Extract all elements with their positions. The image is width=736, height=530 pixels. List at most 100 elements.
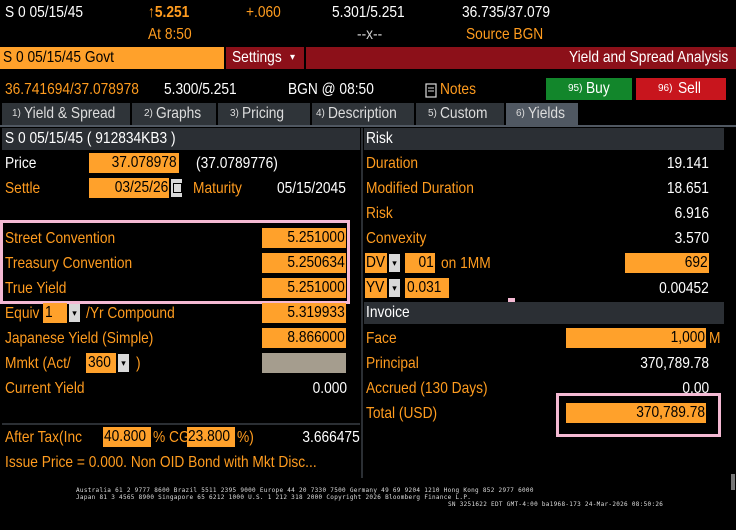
highlight-yields-box [0, 220, 350, 304]
after-tax-income-input[interactable]: 40.800 [103, 427, 151, 447]
yv-input[interactable]: 0.031 [405, 278, 449, 298]
chevron-down-icon[interactable]: ▾ [389, 254, 400, 272]
yv-select[interactable]: YV [365, 278, 387, 298]
mmkt-basis-value: 360 [88, 354, 111, 371]
chevron-down-icon[interactable]: ▾ [69, 304, 80, 322]
mmkt-label: Mmkt (Act/ [5, 355, 71, 372]
tab-description[interactable]: 4) Description [312, 103, 414, 125]
true-yield-value[interactable]: 5.251000 [262, 278, 346, 298]
japanese-yield-text: 8.866000 [287, 329, 345, 346]
face-label: Face [366, 330, 397, 347]
tab-label: Yield & Spread [24, 105, 116, 122]
tab-key: 5) [428, 108, 437, 119]
settle-date-input[interactable]: 03/25/26 [89, 178, 169, 198]
ticker-time: At 8:50 [148, 26, 192, 43]
treasury-convention-text: 5.250634 [287, 254, 345, 271]
chevron-down-icon[interactable]: ▾ [389, 279, 400, 297]
quote-price-pair: 36.741694/37.078978 [5, 81, 139, 98]
total-value-text: 370,789.78 [636, 404, 705, 421]
security-command-field[interactable]: S 0 05/15/45 Govt [0, 47, 224, 69]
after-tax-mid: % CG [153, 429, 190, 446]
sell-button[interactable]: 96) Sell [636, 78, 726, 100]
quote-yield-pair: 5.300/5.251 [164, 81, 237, 98]
function-title: Yield and Spread Analysis [568, 49, 728, 66]
left-divider [2, 423, 360, 425]
after-tax-pct: %) [237, 429, 254, 446]
tab-graphs[interactable]: 2) Graphs [132, 103, 216, 125]
true-yield-text: 5.251000 [287, 279, 345, 296]
sell-key: 96) [658, 83, 673, 94]
face-amount-input[interactable]: 1,000 [566, 328, 706, 348]
price-input[interactable]: 37.078978 [89, 153, 179, 173]
japanese-yield-value[interactable]: 8.866000 [262, 328, 346, 348]
maturity-label: Maturity [193, 180, 242, 197]
ticker-security: S 0 05/15/45 [5, 4, 84, 21]
modified-duration-value: 18.651 [666, 180, 709, 197]
settle-date-value: 03/25/26 [114, 179, 168, 196]
sell-label: Sell [678, 80, 701, 97]
risk-header-text: Risk [366, 130, 393, 147]
tab-custom[interactable]: 5) Custom [416, 103, 504, 125]
risk-header: Risk [364, 128, 724, 150]
yv-select-value: YV [366, 279, 385, 296]
dv-bp-value: 01 [418, 254, 434, 271]
risk-label: Risk [366, 205, 393, 222]
security-command-text: S 0 05/15/45 Govt [3, 49, 114, 66]
ticker-source: Source BGN [466, 26, 544, 43]
mmkt-close: ) [136, 355, 141, 372]
principal-label: Principal [366, 355, 419, 372]
dv-bp-input[interactable]: 01 [405, 253, 435, 273]
street-convention-label: Street Convention [5, 230, 116, 247]
tab-key: 3) [230, 108, 239, 119]
ticker-change: +.060 [246, 4, 281, 21]
invoice-header: Invoice [364, 302, 724, 324]
yv-value: 0.00452 [659, 280, 709, 297]
dv-select[interactable]: DV [365, 253, 387, 273]
total-value: 370,789.78 [566, 403, 706, 423]
tab-yields[interactable]: 6) Yields [506, 103, 578, 125]
calendar-icon[interactable] [171, 179, 182, 197]
convexity-value: 3.570 [674, 230, 709, 247]
tab-label: Pricing [242, 105, 285, 122]
scrollbar[interactable] [731, 474, 735, 490]
current-yield-label: Current Yield [5, 380, 85, 397]
buy-label: Buy [586, 80, 610, 97]
treasury-convention-value[interactable]: 5.250634 [262, 253, 346, 273]
tab-key: 1) [12, 108, 21, 119]
dv-value[interactable]: 692 [625, 253, 709, 273]
quote-source-time: BGN @ 08:50 [288, 81, 374, 98]
after-tax-cg-value: 23.800 [188, 428, 231, 445]
chevron-down-icon[interactable]: ▾ [118, 354, 129, 372]
function-title-bar: Yield and Spread Analysis [306, 47, 736, 69]
equiv-frequency-select[interactable]: 1 [43, 303, 67, 323]
buy-button[interactable]: 95) Buy [546, 78, 632, 100]
duration-label: Duration [366, 155, 419, 172]
tab-label: Description [328, 105, 397, 122]
settings-label: Settings [232, 49, 282, 66]
duration-value: 19.141 [666, 155, 709, 172]
street-convention-value[interactable]: 5.251000 [262, 228, 346, 248]
yv-input-value: 0.031 [407, 279, 442, 296]
tab-pricing[interactable]: 3) Pricing [218, 103, 310, 125]
ticker-last-value: 5.251 [154, 4, 190, 21]
after-tax-value: 3.666475 [302, 429, 360, 446]
resize-handle[interactable] [508, 298, 515, 305]
security-header: S 0 05/15/45 ( 912834KB3 ) [2, 128, 360, 150]
after-tax-label: After Tax(Inc [5, 429, 82, 446]
after-tax-cg-input[interactable]: 23.800 [187, 427, 235, 447]
settings-button[interactable]: Settings ▾ [226, 47, 304, 69]
equiv-yield-value[interactable]: 5.319933 [262, 303, 346, 323]
principal-value: 370,789.78 [640, 355, 709, 372]
mmkt-basis-select[interactable]: 360 [86, 353, 116, 373]
highlight-total-box [556, 393, 721, 437]
issue-price-note: Issue Price = 0.000. Non OID Bond with M… [5, 454, 317, 471]
dv-on-label: on 1MM [441, 255, 491, 272]
ticker-bid-ask-price: 36.735/37.079 [462, 4, 551, 21]
up-arrow-icon: ↑ [148, 4, 155, 21]
price-paren: (37.0789776) [196, 155, 278, 172]
accrued-value: 0.00 [682, 380, 709, 397]
accrued-label: Accrued (130 Days) [366, 380, 488, 397]
equiv-label: Equiv [5, 305, 40, 322]
ticker-last: ↑5.251 [148, 4, 189, 22]
tab-yield-spread[interactable]: 1) Yield & Spread [2, 103, 130, 125]
